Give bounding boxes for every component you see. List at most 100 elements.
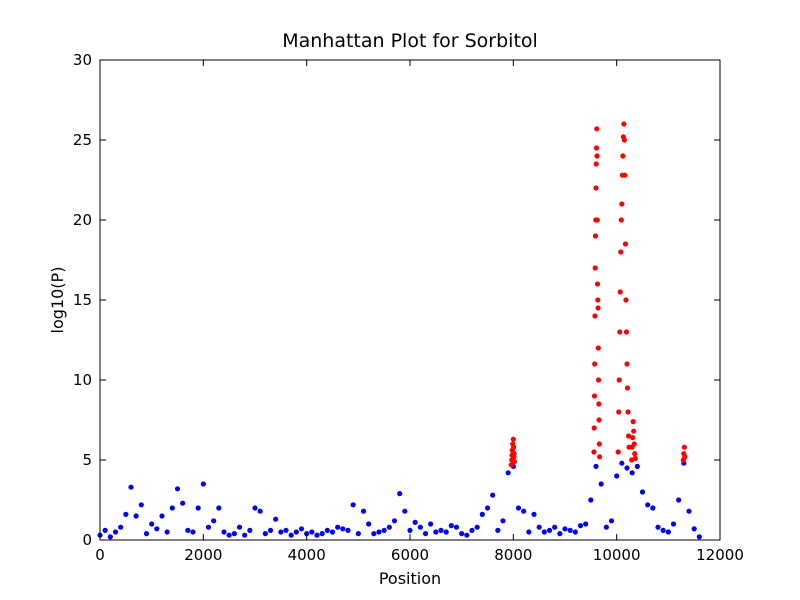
- point: [624, 361, 630, 367]
- point: [592, 313, 598, 319]
- point: [448, 523, 454, 529]
- point: [588, 497, 594, 503]
- point: [381, 527, 387, 534]
- point: [231, 531, 237, 537]
- x-tick-label: 2000: [184, 546, 222, 564]
- point: [603, 524, 609, 530]
- point: [355, 531, 361, 537]
- point: [630, 435, 636, 441]
- point: [625, 409, 631, 415]
- point: [591, 449, 597, 455]
- point: [257, 508, 263, 514]
- y-tick-label: 15: [73, 291, 92, 309]
- point: [681, 444, 687, 450]
- point: [594, 217, 600, 223]
- x-axis-label: Position: [379, 569, 441, 588]
- point: [511, 459, 517, 465]
- point: [107, 534, 113, 540]
- point: [608, 518, 615, 524]
- point: [164, 529, 170, 535]
- point: [645, 502, 651, 508]
- point: [247, 527, 253, 534]
- point: [511, 451, 517, 457]
- point: [154, 526, 160, 532]
- point: [412, 519, 418, 526]
- point: [572, 529, 578, 535]
- y-tick-label: 20: [73, 211, 92, 229]
- point: [593, 161, 599, 167]
- point: [618, 217, 624, 223]
- point: [531, 511, 537, 517]
- point: [593, 185, 599, 191]
- point: [595, 345, 601, 351]
- point: [618, 249, 624, 255]
- y-axis-label: log10(P): [48, 267, 67, 334]
- point: [594, 153, 600, 159]
- point: [350, 502, 356, 508]
- point: [632, 455, 638, 461]
- point: [407, 527, 413, 534]
- point: [262, 531, 268, 537]
- point: [324, 527, 330, 534]
- point: [650, 505, 656, 511]
- point: [546, 527, 553, 534]
- point: [691, 526, 697, 532]
- point: [634, 463, 640, 469]
- point: [133, 513, 139, 519]
- point: [319, 531, 325, 537]
- point: [595, 377, 602, 383]
- point: [267, 527, 274, 534]
- point: [622, 241, 629, 247]
- x-tick-label: 12000: [696, 546, 744, 564]
- point: [594, 126, 600, 132]
- point: [541, 529, 547, 535]
- point: [402, 508, 408, 514]
- point: [459, 531, 465, 537]
- point: [592, 361, 598, 367]
- point: [665, 529, 671, 535]
- point: [591, 393, 598, 399]
- point: [169, 505, 175, 511]
- point: [329, 529, 336, 535]
- point: [624, 465, 630, 471]
- point: [596, 417, 602, 423]
- point: [505, 470, 511, 476]
- x-tick-label: 0: [95, 546, 105, 564]
- point: [622, 172, 628, 178]
- point: [500, 518, 506, 524]
- x-tick-label: 10000: [593, 546, 641, 564]
- point: [236, 524, 243, 530]
- point: [438, 527, 444, 534]
- point: [597, 454, 603, 460]
- point: [180, 500, 186, 506]
- point: [128, 484, 134, 490]
- point: [288, 532, 294, 538]
- point: [526, 529, 532, 535]
- point: [242, 532, 248, 538]
- point: [200, 481, 206, 487]
- point: [567, 527, 573, 534]
- point: [138, 502, 144, 508]
- point: [283, 527, 289, 534]
- point: [596, 401, 602, 407]
- point: [376, 529, 382, 535]
- point: [592, 265, 598, 271]
- y-tick-label: 30: [73, 51, 92, 69]
- point: [391, 518, 398, 524]
- point: [508, 462, 514, 468]
- point: [422, 531, 429, 537]
- point: [552, 524, 558, 530]
- point: [557, 531, 563, 537]
- y-tick-label: 10: [73, 371, 92, 389]
- point: [619, 201, 625, 207]
- point: [639, 489, 646, 495]
- point: [619, 460, 625, 466]
- point: [417, 524, 423, 530]
- point: [428, 521, 434, 527]
- x-tick-label: 6000: [391, 546, 429, 564]
- point: [615, 449, 621, 455]
- point: [278, 529, 284, 535]
- point: [216, 505, 222, 511]
- point: [345, 527, 351, 534]
